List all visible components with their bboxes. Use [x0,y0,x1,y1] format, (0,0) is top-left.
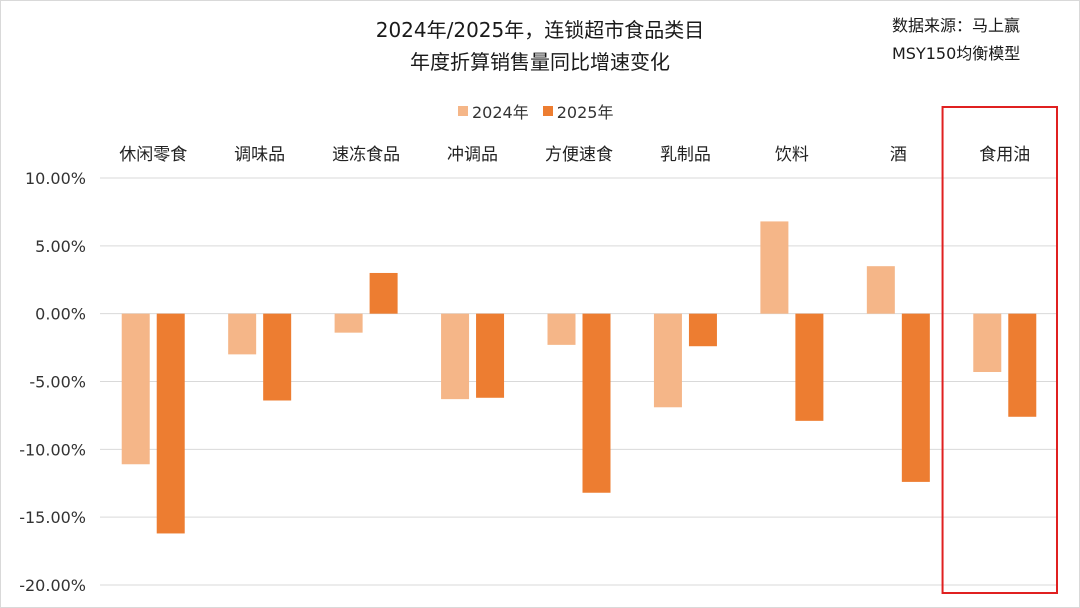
bar-2024 [973,313,1002,373]
chart-title-line1: 2024年/2025年，连锁超市食品类目 [375,18,705,42]
y-tick-label: 0.00% [35,305,86,324]
legend-item-2025: 2025年 [542,99,614,123]
bar-2024 [760,221,789,314]
bar-2025 [901,313,930,482]
bar-2025 [688,313,717,347]
bar-2024 [866,266,895,314]
category-label: 饮料 [775,145,809,165]
bar-2025 [1008,313,1037,417]
y-tick-label: 5.00% [35,237,86,256]
bars [121,221,1037,534]
bar-2025 [582,313,611,493]
gridlines [100,177,1058,586]
legend-item-2024: 2024年 [458,99,529,123]
y-tick-label: -15.00% [19,508,86,527]
bar-2024 [547,313,576,345]
y-tick-label: 10.00% [25,169,86,188]
legend-swatch-2025 [542,106,553,116]
legend-label-2024: 2024年 [472,103,529,122]
data-source-line1: 数据来源：马上赢 [892,16,1021,35]
bar-2025 [156,313,185,534]
data-source-line2: MSY150均衡模型 [892,44,1021,63]
highlight-box [941,106,1058,594]
bar-2025 [263,313,292,401]
y-tick-label: -5.00% [29,373,86,392]
category-label: 酒 [890,145,907,165]
legend-swatch-2024 [458,106,468,116]
chart-title-line2: 年度折算销售量同比增速变化 [410,50,670,74]
bar-2024 [121,313,150,465]
bar-2024 [334,313,363,333]
category-label: 调味品 [234,145,285,165]
y-tick-label: -20.00% [19,576,86,595]
bar-2025 [795,313,824,421]
legend-label-2025: 2025年 [556,103,614,122]
bar-2025 [369,272,398,314]
category-label: 休闲零食 [119,145,187,165]
bar-2024 [441,313,470,400]
category-label: 乳制品 [660,145,711,165]
category-label: 冲调品 [447,145,498,165]
category-labels: 休闲零食 调味品 速冻食品 冲调品 方便速食 乳制品 饮料 酒 食用油 [119,145,1030,165]
bar-2025 [476,313,505,398]
y-tick-label: -10.00% [19,440,86,459]
category-label: 食用油 [979,145,1030,165]
chart-title: 2024年/2025年，连锁超市食品类目 年度折算销售量同比增速变化 [240,14,840,78]
chart-legend: 2024年 2025年 [458,100,627,122]
y-axis-labels: 10.00% 5.00% 0.00% -5.00% -10.00% -15.00% -20.… [19,169,86,595]
category-label: 方便速食 [545,145,613,165]
bar-2024 [653,313,682,408]
category-label: 速冻食品 [332,145,400,165]
data-source-note: 数据来源：马上赢 MSY150均衡模型 [892,12,1020,68]
highlight-overlay [941,106,1058,594]
bar-2024 [228,313,257,355]
